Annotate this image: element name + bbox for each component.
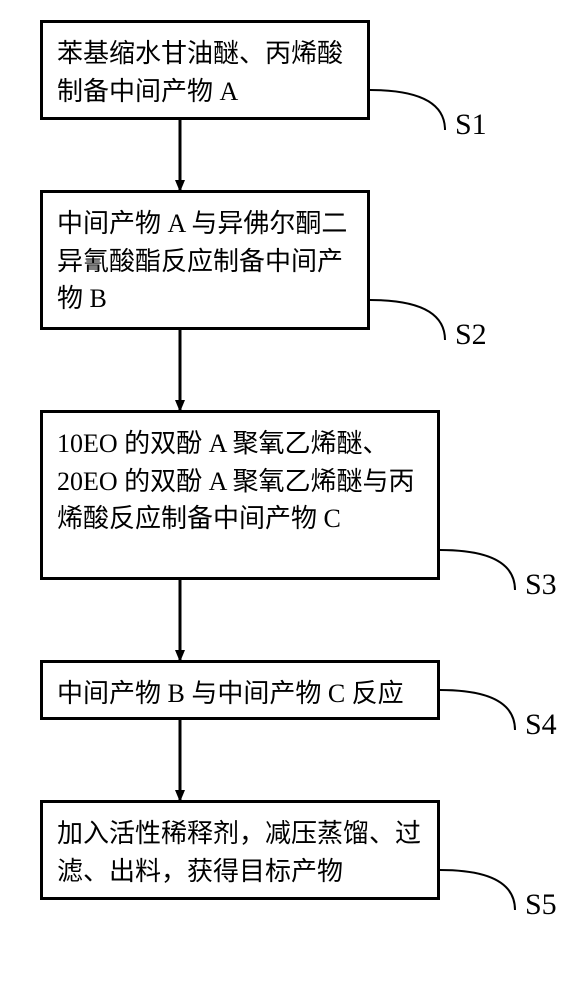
label-connector-s5 — [440, 870, 515, 910]
label-connector-s1 — [370, 90, 445, 130]
step-box-s2: 中间产物 A 与异佛尔酮二异氰酸酯反应制备中间产物 B — [40, 190, 370, 330]
step-box-s5: 加入活性稀释剂，减压蒸馏、过滤、出料，获得目标产物 — [40, 800, 440, 900]
step-text: 加入活性稀释剂，减压蒸馏、过滤、出料，获得目标产物 — [57, 819, 421, 886]
step-box-s4: 中间产物 B 与中间产物 C 反应 — [40, 660, 440, 720]
step-box-s1: 苯基缩水甘油醚、丙烯酸制备中间产物 A — [40, 20, 370, 120]
step-label-s2: S2 — [455, 318, 487, 352]
step-box-s3: 10EO 的双酚 A 聚氧乙烯醚、20EO 的双酚 A 聚氧乙烯醚与丙烯酸反应制… — [40, 410, 440, 580]
step-label-s1: S1 — [455, 108, 487, 142]
step-text: 中间产物 B 与中间产物 C 反应 — [57, 679, 404, 708]
label-connector-s2 — [370, 300, 445, 340]
step-text: 10EO 的双酚 A 聚氧乙烯醚、20EO 的双酚 A 聚氧乙烯醚与丙烯酸反应制… — [57, 429, 415, 533]
step-label-s3: S3 — [525, 568, 557, 602]
step-label-s4: S4 — [525, 708, 557, 742]
label-connector-s4 — [440, 690, 515, 730]
label-connector-s3 — [440, 550, 515, 590]
step-text: 苯基缩水甘油醚、丙烯酸制备中间产物 A — [57, 39, 343, 106]
step-label-s5: S5 — [525, 888, 557, 922]
step-text: 中间产物 A 与异佛尔酮二异氰酸酯反应制备中间产物 B — [57, 209, 347, 313]
